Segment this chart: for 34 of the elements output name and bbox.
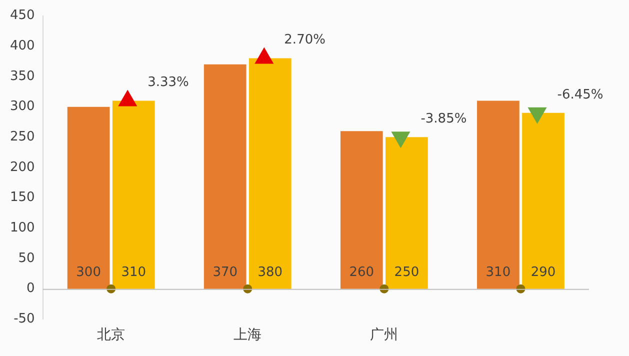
bar	[522, 112, 564, 289]
y-tick-label: -50	[14, 312, 35, 327]
y-tick-label: 350	[10, 68, 35, 84]
data-label: 380	[258, 265, 283, 280]
data-label: 250	[394, 265, 420, 280]
bar	[248, 58, 292, 289]
bar	[386, 137, 428, 289]
y-tick-label: 450	[10, 8, 35, 24]
bar	[340, 131, 383, 289]
y-tick-label: 200	[10, 160, 35, 175]
y-tick-label: 250	[10, 130, 35, 145]
annotation: 2.70%	[284, 32, 326, 48]
data-label: 300	[76, 265, 101, 280]
bar	[67, 106, 110, 289]
data-label: 290	[530, 265, 556, 280]
x-tick-label: 广州	[370, 327, 398, 344]
y-tick-label: 400	[10, 38, 35, 54]
y-tick-label: 50	[18, 250, 35, 266]
x-tick-label: 上海	[234, 327, 262, 344]
bar	[112, 100, 155, 289]
bar	[204, 64, 246, 289]
y-tick-label: 100	[10, 220, 35, 236]
annotation: -6.45%	[557, 87, 604, 102]
y-tick-label: 150	[10, 190, 35, 206]
x-tick-label: 北京	[97, 327, 126, 344]
annotation: -3.85%	[420, 112, 467, 127]
data-label: 310	[486, 265, 511, 280]
annotation: 3.33%	[148, 75, 189, 90]
y-tick-label: 0	[26, 281, 35, 296]
bar	[477, 100, 520, 289]
data-label: 310	[121, 265, 146, 280]
y-tick-label: 300	[10, 99, 35, 114]
data-label: 260	[349, 265, 374, 280]
data-label: 370	[212, 265, 238, 280]
